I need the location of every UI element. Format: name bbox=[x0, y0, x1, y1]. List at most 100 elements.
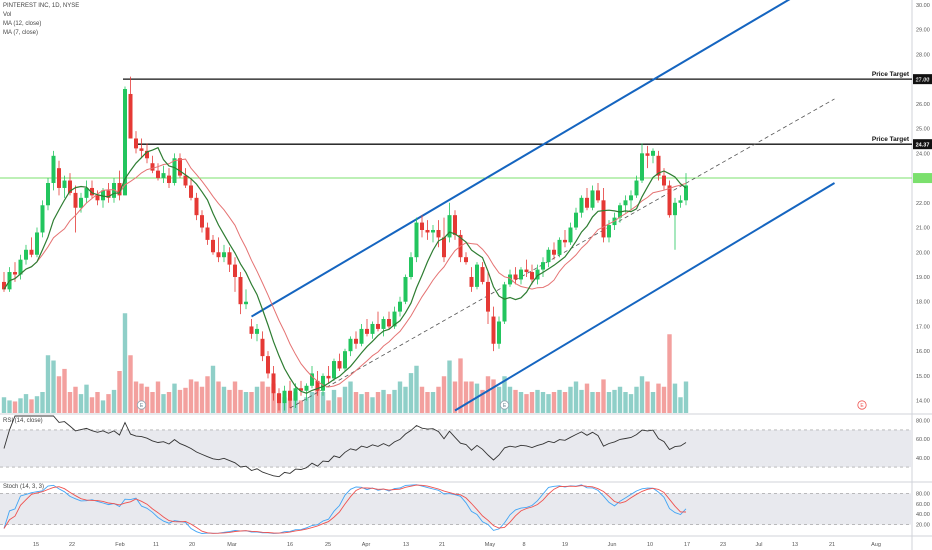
candle-body bbox=[447, 215, 452, 238]
price-target-badge bbox=[913, 139, 932, 150]
x-tick-label: Apr bbox=[362, 542, 371, 548]
stoch-tick-label: 80.00 bbox=[916, 491, 930, 497]
candle-body bbox=[541, 262, 545, 270]
price-target-label: Price Target bbox=[872, 71, 910, 78]
volume-bar bbox=[386, 394, 392, 413]
volume-bar bbox=[150, 392, 155, 413]
candle-body bbox=[84, 187, 89, 198]
candle-body bbox=[172, 158, 177, 184]
price-tick-label: 16.00 bbox=[916, 349, 930, 355]
candle-body bbox=[623, 200, 628, 206]
axes: 27.00 24.37 14.00 15.00 16.00 17.00 18.00 19.00… bbox=[33, 3, 932, 548]
candle-body bbox=[678, 200, 683, 203]
candle-body bbox=[299, 388, 303, 391]
volume-bar bbox=[403, 386, 408, 413]
candle-body bbox=[238, 276, 243, 305]
overlays: Price Target Price Target E E E bbox=[0, 0, 912, 412]
price-tick-label: 20.00 bbox=[916, 250, 930, 256]
price-tick-label: 22.00 bbox=[916, 201, 930, 207]
earnings-marker-label: E bbox=[860, 403, 864, 409]
price-target-value: 27.00 bbox=[916, 78, 930, 84]
volume-bar bbox=[106, 394, 111, 413]
volume-bar bbox=[238, 389, 243, 413]
candle-body bbox=[123, 89, 127, 196]
candle-body bbox=[46, 183, 50, 206]
x-tick-label: 11 bbox=[153, 542, 159, 548]
candle-body bbox=[227, 252, 232, 265]
rsi-band bbox=[0, 429, 912, 468]
volume-bar bbox=[524, 394, 529, 413]
volume-bar bbox=[540, 392, 546, 413]
price-tick-label: 15.00 bbox=[916, 374, 930, 380]
candle-body bbox=[277, 393, 281, 404]
candle-body bbox=[244, 301, 248, 305]
candle-body bbox=[145, 150, 149, 159]
candle-body bbox=[673, 202, 677, 216]
volume-bar bbox=[111, 389, 117, 413]
candle-body bbox=[293, 388, 298, 401]
volume-bar bbox=[656, 383, 661, 413]
candle-body bbox=[436, 229, 441, 238]
volume-bar bbox=[161, 394, 166, 413]
candle-body bbox=[453, 215, 457, 235]
candle-body bbox=[18, 259, 23, 275]
candle-body bbox=[326, 375, 331, 379]
x-tick-label: Feb bbox=[115, 542, 124, 548]
volume-bar bbox=[469, 381, 474, 413]
volume-bar bbox=[144, 386, 150, 413]
ma-12-line bbox=[3, 158, 687, 388]
x-tick-label: 10 bbox=[647, 542, 653, 548]
volume-bar bbox=[122, 313, 128, 413]
candle-body bbox=[370, 323, 375, 334]
candle-body bbox=[425, 229, 430, 233]
channel-lower-line bbox=[454, 182, 836, 412]
volume-bar bbox=[678, 397, 683, 413]
price-tick-label: 30.00 bbox=[916, 3, 930, 9]
candle-body bbox=[128, 93, 133, 139]
volume-bar bbox=[584, 383, 590, 413]
volume-bar bbox=[645, 381, 650, 413]
volume-bar bbox=[40, 392, 45, 413]
current-price-badge bbox=[913, 173, 932, 184]
volume-bar bbox=[535, 389, 540, 413]
volume-bar bbox=[496, 386, 502, 413]
price-tick-label: 21.00 bbox=[916, 226, 930, 232]
candle-body bbox=[156, 170, 160, 179]
volume-bar bbox=[205, 376, 210, 413]
earnings-marker-label: E bbox=[140, 403, 144, 409]
candle-body bbox=[40, 205, 45, 233]
candle-body bbox=[475, 264, 479, 287]
volume-bar bbox=[67, 392, 73, 413]
candle-body bbox=[348, 338, 353, 352]
price-tick-label: 26.00 bbox=[916, 102, 930, 108]
candle-body bbox=[629, 195, 633, 201]
volume-bar bbox=[84, 384, 89, 413]
volume-bar bbox=[188, 379, 194, 413]
volume-bar bbox=[342, 386, 348, 413]
candle-body bbox=[205, 227, 210, 240]
earnings-marker bbox=[857, 400, 867, 410]
rsi-tick-label: 80.00 bbox=[916, 419, 930, 425]
volume-bar bbox=[650, 392, 656, 413]
candle-body bbox=[260, 338, 265, 357]
candle-body bbox=[365, 328, 369, 334]
candle-body bbox=[508, 274, 512, 285]
volume-bar bbox=[320, 392, 326, 413]
candle-body bbox=[271, 373, 276, 394]
volume-bar bbox=[29, 399, 34, 413]
volume-bar bbox=[672, 383, 678, 413]
stoch-tick-label: 60.00 bbox=[916, 502, 930, 508]
price-tick-label: 24.00 bbox=[916, 151, 930, 157]
volume-bar bbox=[265, 386, 271, 413]
volume-bar bbox=[12, 401, 18, 413]
candle-body bbox=[150, 163, 155, 171]
legend-ma-12: MA (12, close) bbox=[3, 21, 42, 27]
candle-body bbox=[189, 185, 193, 198]
volume-bar bbox=[661, 386, 667, 413]
candle-body bbox=[563, 239, 567, 243]
candle-body bbox=[62, 180, 67, 188]
candle-body bbox=[337, 361, 342, 369]
candle-body bbox=[392, 311, 397, 327]
candle-body bbox=[414, 222, 419, 258]
